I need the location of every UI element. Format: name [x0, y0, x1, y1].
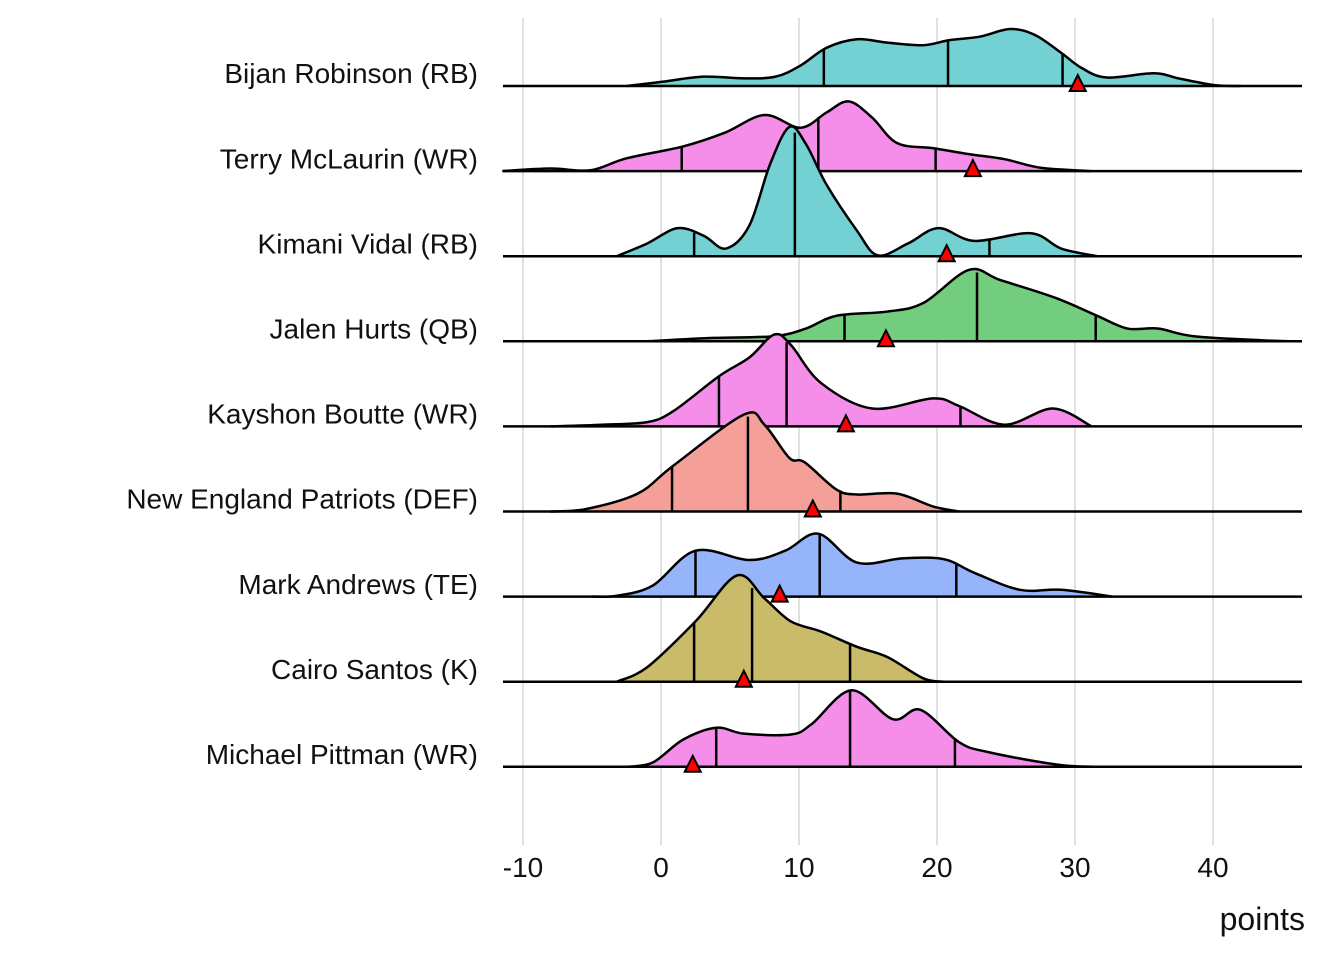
x-axis-title: points: [1220, 901, 1305, 937]
actual-points-marker: [963, 157, 983, 178]
density-curve: [626, 689, 1113, 769]
density-curve: [647, 267, 1296, 343]
actual-points-marker: [734, 668, 754, 688]
x-tick-label: 20: [921, 852, 952, 883]
ridge: [503, 125, 1302, 263]
player-label: Kimani Vidal (RB): [258, 228, 478, 259]
x-tick-label: 10: [783, 852, 814, 883]
ridge: [503, 267, 1302, 348]
player-label: Cairo Santos (K): [271, 654, 478, 685]
player-label: New England Patriots (DEF): [126, 484, 478, 515]
density-fill: [550, 412, 960, 512]
density-curve: [550, 411, 960, 513]
actual-points-marker: [836, 413, 856, 433]
density-fill: [592, 533, 1113, 597]
density-curve: [626, 27, 1241, 88]
density-fill: [626, 690, 1113, 767]
player-label: Bijan Robinson (RB): [224, 58, 478, 89]
actual-points-marker: [876, 328, 896, 348]
ridge: [503, 27, 1302, 92]
density-fill: [647, 269, 1296, 342]
ridge: [503, 532, 1302, 603]
ridge: [503, 689, 1302, 773]
ridge: [503, 411, 1302, 518]
x-axis-ticks: -10 0 10 20 30 40: [503, 852, 1229, 883]
player-label: Jalen Hurts (QB): [270, 314, 479, 345]
actual-points-marker: [770, 583, 790, 603]
x-tick-label: 0: [653, 852, 669, 883]
player-label: Terry McLaurin (WR): [220, 143, 478, 174]
player-label: Michael Pittman (WR): [206, 739, 478, 770]
actual-points-marker: [1068, 72, 1088, 92]
density-curve: [550, 332, 1093, 428]
actual-points-marker: [683, 753, 703, 773]
density-curve: [616, 125, 1098, 258]
ridge: [503, 573, 1302, 688]
x-tick-label: -10: [503, 852, 543, 883]
density-fill: [616, 574, 944, 682]
density-fill: [550, 334, 1092, 427]
actual-points-marker: [803, 498, 823, 518]
player-label: Mark Andrews (TE): [238, 569, 478, 600]
density-curve: [616, 573, 945, 683]
density-fill: [616, 126, 1098, 257]
x-tick-label: 30: [1059, 852, 1090, 883]
ridges: [502, 27, 1302, 773]
x-tick-label: 40: [1197, 852, 1228, 883]
density-curve: [591, 532, 1113, 599]
y-axis-labels: Bijan Robinson (RB) Terry McLaurin (WR) Ki…: [126, 58, 478, 770]
density-curve: [502, 100, 1092, 173]
player-label: Kayshon Boutte (WR): [207, 399, 478, 430]
actual-points-marker: [937, 242, 957, 263]
ridge: [502, 100, 1302, 178]
ridge: [503, 332, 1302, 433]
